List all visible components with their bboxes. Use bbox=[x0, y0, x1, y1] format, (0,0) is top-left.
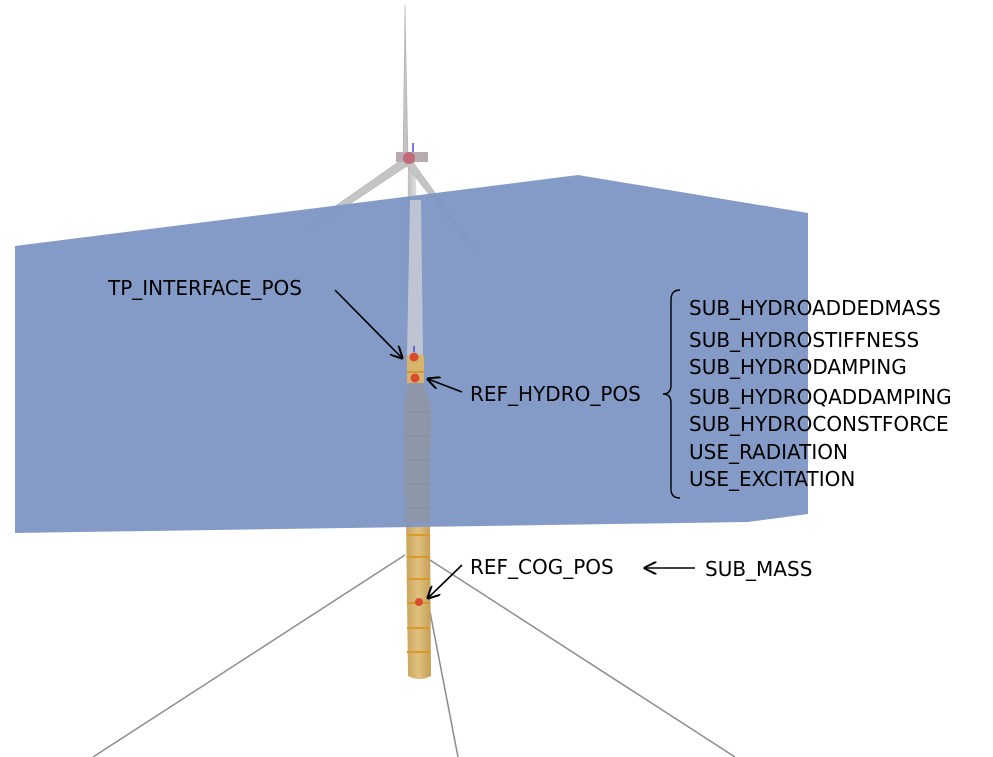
hydro-param-item: SUB_HYDROQADDAMPING bbox=[689, 385, 952, 409]
tp-interface-marker bbox=[409, 346, 419, 362]
hydro-params-bracket bbox=[662, 289, 681, 499]
tp-interface-arrow bbox=[334, 289, 402, 358]
mooring-line-right bbox=[429, 559, 736, 757]
ref-hydro-arrow bbox=[428, 379, 463, 393]
tp-interface-label: TP_INTERFACE_POS bbox=[108, 276, 302, 300]
hub bbox=[403, 152, 415, 164]
blade-up bbox=[402, 4, 409, 158]
ref-cog-label: REF_COG_POS bbox=[470, 555, 614, 579]
substructure-upper bbox=[404, 383, 431, 522]
tower-through-water bbox=[407, 200, 423, 355]
ref-cog-arrow bbox=[428, 564, 463, 598]
hydro-param-item: USE_EXCITATION bbox=[689, 467, 856, 491]
hydro-param-item: USE_RADIATION bbox=[689, 440, 848, 464]
ref-hydro-marker bbox=[410, 373, 420, 383]
sub-mass-label: SUB_MASS bbox=[705, 557, 813, 581]
hydro-param-item: SUB_HYDROADDEDMASS bbox=[689, 296, 941, 320]
hydro-param-item: SUB_HYDRODAMPING bbox=[689, 355, 907, 379]
ref-hydro-label: REF_HYDRO_POS bbox=[470, 382, 641, 406]
hydro-param-item: SUB_HYDROSTIFFNESS bbox=[689, 328, 920, 352]
hydro-param-item: SUB_HYDROCONSTFORCE bbox=[689, 412, 949, 436]
substructure-rings bbox=[405, 411, 430, 509]
ref-cog-marker bbox=[415, 598, 423, 606]
mooring-line-left bbox=[92, 554, 406, 757]
